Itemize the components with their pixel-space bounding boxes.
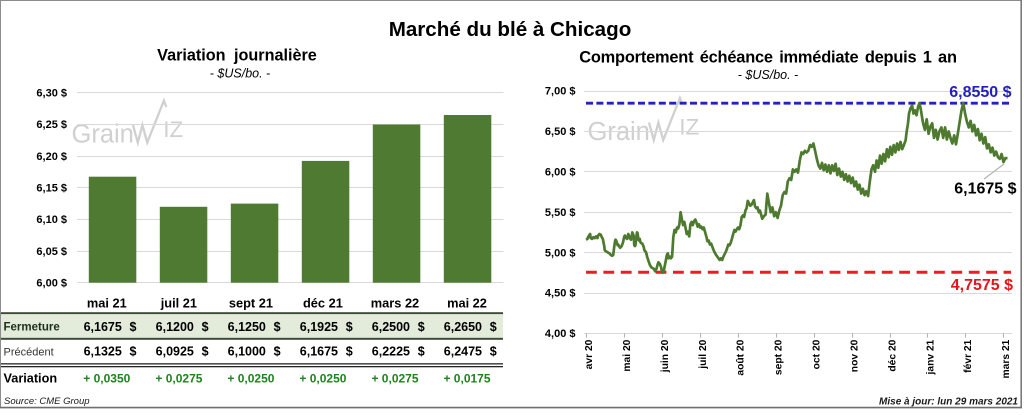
svg-text:Précédent: Précédent (4, 346, 54, 358)
svg-text:Mise à jour: lun 29 mars 2021: Mise à jour: lun 29 mars 2021 (879, 397, 1018, 408)
svg-text:7,00 $: 7,00 $ (545, 86, 576, 98)
svg-text:6,00 $: 6,00 $ (545, 167, 576, 179)
svg-text:6,1675 $: 6,1675 $ (954, 181, 1016, 198)
svg-text:$: $ (202, 320, 209, 334)
svg-text:6,20 $: 6,20 $ (36, 151, 67, 163)
svg-text:Comportement échéance immédiat: Comportement échéance immédiate depuis 1… (579, 49, 957, 67)
svg-text:$: $ (274, 320, 281, 334)
svg-text:août 20: août 20 (736, 339, 747, 375)
svg-text:6,1200: 6,1200 (156, 320, 194, 334)
svg-text:Fermeture: Fermeture (4, 322, 60, 334)
svg-text:6,2225: 6,2225 (372, 345, 410, 359)
svg-text:6,2500: 6,2500 (372, 320, 410, 334)
svg-text:nov 20: nov 20 (850, 339, 861, 372)
svg-text:6,05 $: 6,05 $ (36, 246, 67, 258)
svg-text:$: $ (346, 320, 353, 334)
svg-text:$: $ (346, 345, 353, 359)
svg-text:+ 0,0275: + 0,0275 (371, 371, 418, 385)
svg-text:déc 21: déc 21 (303, 295, 343, 310)
svg-text:juil 21: juil 21 (160, 295, 197, 310)
svg-text:6,10 $: 6,10 $ (36, 214, 67, 226)
svg-text:févr 21: févr 21 (963, 339, 974, 372)
svg-text:janv 21: janv 21 (925, 339, 936, 375)
svg-text:6,1675: 6,1675 (300, 345, 338, 359)
svg-text:6,25 $: 6,25 $ (36, 119, 67, 131)
svg-text:$: $ (418, 320, 425, 334)
svg-text:4,00 $: 4,00 $ (545, 328, 576, 340)
svg-text:+ 0,0175: + 0,0175 (443, 371, 490, 385)
svg-text:- $US/bo. -: - $US/bo. - (738, 68, 798, 82)
svg-text:juil 20: juil 20 (698, 339, 709, 369)
svg-text:5,00 $: 5,00 $ (545, 247, 576, 259)
svg-text:6,0925: 6,0925 (156, 345, 194, 359)
svg-text:$: $ (130, 345, 137, 359)
svg-text:juin 20: juin 20 (660, 339, 671, 373)
svg-text:Marché du blé à Chicago: Marché du blé à Chicago (389, 18, 632, 41)
svg-text:6,1000: 6,1000 (228, 345, 266, 359)
svg-text:$: $ (418, 345, 425, 359)
svg-text:6,00 $: 6,00 $ (36, 277, 67, 289)
svg-text:6,1325: 6,1325 (84, 345, 122, 359)
svg-text:mars 22: mars 22 (371, 295, 419, 310)
svg-text:+ 0,0250: + 0,0250 (299, 371, 346, 385)
svg-text:oct 20: oct 20 (812, 339, 823, 369)
svg-text:$: $ (274, 345, 281, 359)
svg-text:sept 20: sept 20 (774, 339, 785, 375)
svg-text:5,50 $: 5,50 $ (545, 207, 576, 219)
svg-text:$: $ (490, 320, 497, 334)
svg-text:mai 21: mai 21 (87, 295, 127, 310)
svg-text:6,1925: 6,1925 (300, 320, 338, 334)
svg-text:$: $ (130, 320, 137, 334)
svg-text:mars 21: mars 21 (1001, 339, 1012, 378)
svg-text:6,2650: 6,2650 (444, 320, 482, 334)
svg-text:sept 21: sept 21 (229, 295, 273, 310)
svg-text:6,1675: 6,1675 (84, 320, 122, 334)
svg-text:6,2475: 6,2475 (444, 345, 482, 359)
svg-text:- $US/bo. -: - $US/bo. - (210, 67, 270, 81)
svg-text:6,8550 $: 6,8550 $ (949, 84, 1011, 101)
svg-text:4,50 $: 4,50 $ (545, 288, 576, 300)
svg-text:+ 0,0250: + 0,0250 (227, 371, 274, 385)
svg-text:mai 22: mai 22 (447, 295, 487, 310)
svg-text:avr 20: avr 20 (584, 339, 595, 369)
svg-text:$: $ (202, 345, 209, 359)
svg-text:Variation: Variation (4, 371, 58, 385)
svg-text:déc 20: déc 20 (887, 339, 898, 371)
svg-text:4,7575 $: 4,7575 $ (951, 277, 1013, 294)
svg-text:Source: CME Group: Source: CME Group (4, 396, 90, 407)
svg-text:Variation journalière: Variation journalière (157, 47, 317, 65)
svg-text:mai 20: mai 20 (622, 339, 633, 371)
svg-text:6,30 $: 6,30 $ (36, 88, 67, 100)
svg-text:+ 0,0275: + 0,0275 (155, 371, 202, 385)
svg-text:6,15 $: 6,15 $ (36, 183, 67, 195)
svg-text:+ 0,0350: + 0,0350 (83, 371, 130, 385)
svg-text:6,50 $: 6,50 $ (545, 126, 576, 138)
svg-text:$: $ (490, 345, 497, 359)
svg-text:6,1250: 6,1250 (228, 320, 266, 334)
